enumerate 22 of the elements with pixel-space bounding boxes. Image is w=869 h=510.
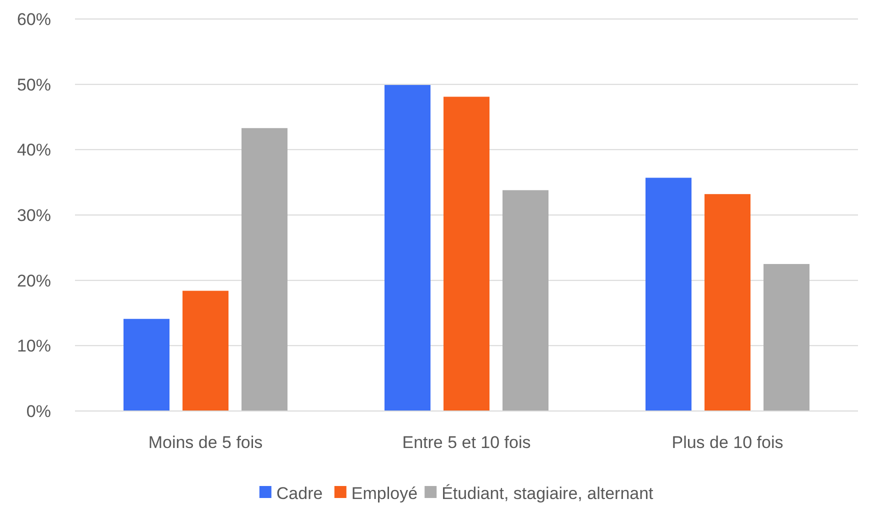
legend-label: Cadre [276,484,323,503]
y-tick-label: 60% [16,10,51,29]
bar [444,96,490,411]
x-tick-label: Plus de 10 fois [672,432,784,452]
bar [384,84,430,411]
y-tick-label: 20% [16,271,51,290]
y-tick-label: 40% [16,140,51,160]
y-tick-label: 30% [16,206,51,225]
y-tick-label: 10% [16,336,51,356]
bar [182,290,228,411]
legend-label: Étudiant, stagiaire, alternant [442,484,654,503]
bar [502,190,548,411]
x-tick-label: Moins de 5 fois [148,432,263,452]
bar [764,264,810,411]
y-tick-label: 0% [26,402,51,421]
legend-label: Employé [351,484,418,503]
bar [124,318,170,411]
bar [646,178,692,411]
y-tick-label: 50% [16,75,51,94]
bar [242,128,288,411]
bar [704,194,750,411]
x-tick-label: Entre 5 et 10 fois [402,432,531,452]
